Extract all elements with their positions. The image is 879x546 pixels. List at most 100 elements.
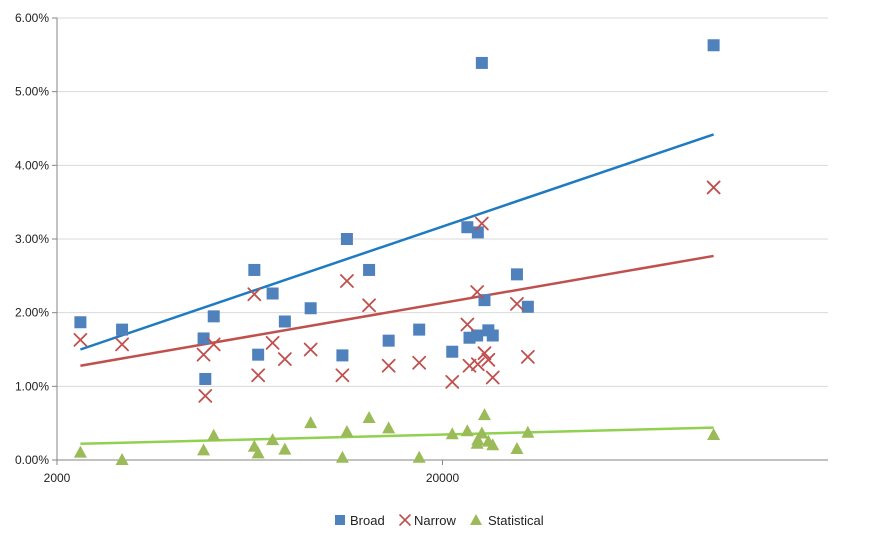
grid-layer — [57, 17, 828, 387]
point-statistical-24 — [707, 427, 721, 440]
y-tick-label-4: 4.00% — [15, 158, 49, 172]
legend-label-broad: Broad — [350, 513, 385, 528]
point-broad-2 — [197, 332, 210, 345]
point-statistical-12 — [382, 421, 396, 434]
point-narrow-25 — [520, 349, 535, 364]
point-layer — [73, 39, 721, 465]
point-narrow-8 — [277, 352, 292, 366]
trendline-narrow — [80, 254, 714, 367]
trendline-statistical — [80, 426, 714, 446]
legend-item-statistical: Statistical — [470, 513, 544, 528]
point-statistical-18 — [475, 426, 489, 439]
point-broad-5 — [248, 263, 261, 276]
point-statistical-10 — [340, 425, 354, 438]
point-broad-6 — [252, 348, 265, 361]
point-narrow-4 — [206, 337, 221, 352]
point-broad-9 — [304, 302, 317, 315]
point-broad-14 — [413, 323, 426, 336]
point-statistical-3 — [207, 428, 221, 441]
point-broad-24 — [510, 268, 523, 281]
point-narrow-20 — [474, 216, 489, 231]
point-statistical-22 — [510, 441, 524, 454]
point-statistical-14 — [445, 427, 459, 440]
point-broad-0 — [74, 316, 87, 329]
legend-label-statistical: Statistical — [488, 513, 544, 528]
point-statistical-17 — [471, 433, 485, 446]
point-broad-19 — [471, 226, 484, 239]
legend-label-narrow: Narrow — [414, 513, 457, 528]
y-tick-label-5: 5.00% — [15, 85, 49, 99]
point-narrow-17 — [462, 358, 477, 373]
point-narrow-1 — [115, 337, 129, 352]
y-tick-label-1: 1.00% — [15, 379, 49, 393]
point-narrow-12 — [362, 298, 376, 313]
point-narrow-18 — [470, 285, 485, 299]
point-broad-7 — [266, 287, 279, 300]
point-statistical-7 — [278, 442, 292, 455]
point-statistical-0 — [73, 445, 87, 458]
point-broad-10 — [336, 349, 349, 362]
axis-layer — [52, 17, 828, 465]
point-broad-8 — [278, 315, 291, 328]
point-narrow-19 — [470, 357, 485, 372]
point-narrow-16 — [460, 317, 475, 332]
point-narrow-7 — [265, 335, 280, 350]
x-tick-label-0: 2000 — [44, 471, 71, 485]
point-statistical-8 — [304, 416, 318, 429]
legend-marker-statistical — [470, 514, 482, 525]
legend-item-narrow: Narrow — [399, 513, 457, 528]
point-narrow-10 — [335, 368, 350, 383]
point-broad-26 — [707, 39, 720, 52]
y-tick-label-3: 3.00% — [15, 232, 49, 246]
trendline-broad — [79, 133, 715, 351]
y-tick-label-0: 0.00% — [15, 453, 49, 467]
point-broad-20 — [475, 56, 488, 69]
point-broad-4 — [207, 310, 220, 323]
point-statistical-1 — [115, 453, 129, 465]
point-broad-23 — [486, 329, 499, 342]
point-statistical-11 — [362, 411, 376, 424]
point-statistical-13 — [412, 450, 426, 463]
y-tick-label-2: 2.00% — [15, 306, 49, 320]
point-narrow-3 — [198, 389, 213, 403]
point-statistical-21 — [486, 438, 500, 451]
point-narrow-0 — [73, 333, 88, 347]
x-tick-label-1: 20000 — [426, 471, 460, 485]
point-narrow-5 — [247, 287, 262, 302]
point-broad-18 — [471, 329, 484, 342]
point-narrow-22 — [481, 352, 496, 367]
point-statistical-9 — [335, 450, 349, 463]
point-narrow-13 — [381, 358, 396, 373]
point-broad-3 — [199, 372, 212, 385]
point-statistical-5 — [251, 446, 265, 459]
point-narrow-21 — [477, 346, 492, 361]
point-statistical-6 — [266, 433, 280, 446]
point-narrow-15 — [445, 375, 460, 389]
point-statistical-23 — [521, 425, 535, 438]
y-tick-label-6: 6.00% — [15, 11, 49, 25]
point-statistical-15 — [460, 424, 474, 437]
legend-marker-narrow — [399, 514, 411, 526]
legend-item-broad: Broad — [335, 513, 385, 528]
point-narrow-24 — [510, 296, 524, 311]
point-broad-15 — [446, 345, 459, 358]
point-broad-16 — [461, 221, 474, 234]
point-broad-11 — [340, 233, 353, 245]
legend: Broad Narrow Statistical — [335, 513, 544, 528]
point-narrow-6 — [251, 368, 266, 383]
point-statistical-19 — [477, 408, 491, 421]
tick-layer: 0.00% 1.00% 2.00% 3.00% 4.00% 5.00% 6.00% 2000 2… — [15, 11, 460, 485]
point-narrow-11 — [340, 274, 354, 288]
point-narrow-26 — [706, 180, 721, 195]
point-statistical-2 — [197, 443, 211, 456]
point-narrow-14 — [412, 355, 427, 370]
point-narrow-23 — [485, 370, 500, 385]
point-broad-25 — [521, 300, 534, 313]
point-broad-12 — [363, 263, 376, 276]
point-broad-13 — [382, 334, 395, 347]
point-narrow-9 — [303, 342, 318, 357]
trend-layer — [79, 133, 715, 446]
point-broad-1 — [116, 323, 129, 336]
